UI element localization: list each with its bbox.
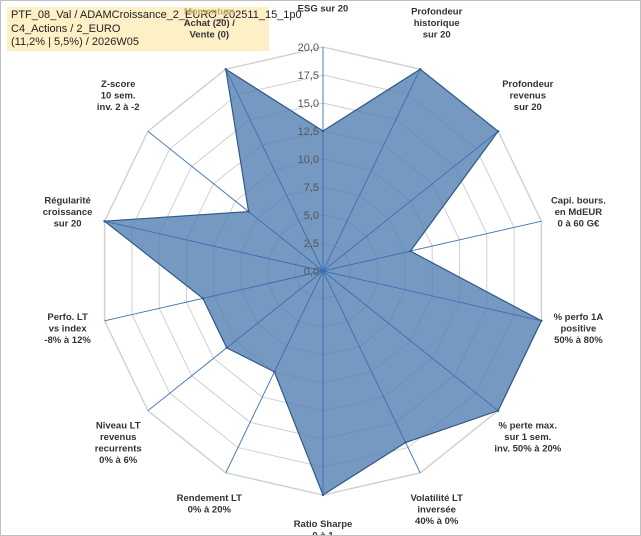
data-point-2 xyxy=(419,68,422,71)
axis-spoke-5 xyxy=(322,270,542,322)
data-point-8 xyxy=(321,493,325,497)
axis-label-line: % perte max. xyxy=(498,420,557,431)
tick-label: 5,0 xyxy=(304,210,319,222)
axis-label-line: Profondeur xyxy=(411,6,462,17)
axis-label-line: sur 20 xyxy=(423,29,451,40)
axis-label-line: croissance xyxy=(43,207,93,218)
axis-label-line: 0 à 60 G€ xyxy=(558,218,600,229)
axis-label-line: Z-score xyxy=(101,79,135,90)
axis-label-line: Profondeur xyxy=(502,79,553,90)
axis-label-line: -8% à 12% xyxy=(44,335,91,346)
tick-label: 2,5 xyxy=(304,238,319,250)
axis-label-line: revenus xyxy=(100,432,136,443)
axis-spoke-10 xyxy=(147,270,324,412)
axis-spoke-7 xyxy=(322,270,421,473)
tick-label: 12,5 xyxy=(298,126,319,138)
axis-label-line: 0% à 6% xyxy=(99,455,138,466)
tick-label: 10,0 xyxy=(298,154,319,166)
data-point-5 xyxy=(540,319,543,322)
axis-label-line: 0 à 1 xyxy=(312,531,334,536)
axis-label-line: vs index xyxy=(49,324,88,335)
title-line-2: C4_Actions / 2_EURO xyxy=(11,22,121,35)
axis-label-line: 50% à 80% xyxy=(554,335,603,346)
axis-spoke-3 xyxy=(322,130,499,272)
axis-spoke-12 xyxy=(104,220,324,272)
axis-label-line: Ratio Sharpe xyxy=(294,519,353,530)
tick-label: 15,0 xyxy=(298,98,319,110)
axis-label-line: ESG sur 20 xyxy=(298,4,349,15)
axis-label-line: Note xyxy=(312,1,333,3)
data-point-9 xyxy=(273,370,276,374)
axis-label-line: 40% à 0% xyxy=(415,516,459,527)
axis-label-line: sur 20 xyxy=(54,218,82,229)
axis-label-line: 10 sem. xyxy=(101,91,136,102)
axis-label-line: Momentum xyxy=(184,6,235,17)
data-point-7 xyxy=(404,441,407,444)
data-point-6 xyxy=(496,409,500,412)
axis-label-line: Volatilité LT xyxy=(410,493,463,504)
axis-spoke-4 xyxy=(322,220,542,272)
tick-label: 0,0 xyxy=(304,266,319,278)
axis-label-line: Niveau LT xyxy=(96,420,141,431)
axis-label-line: Capi. bours. xyxy=(551,195,606,206)
axis-label-6: % perte max.sur 1 sem.inv. 50% à 20% xyxy=(494,420,561,454)
data-point-4 xyxy=(409,249,412,253)
axis-label-line: Régularité xyxy=(44,195,90,206)
axis-label-line: % perfo 1A xyxy=(554,312,604,323)
axis-label-line: inversée xyxy=(417,505,456,516)
data-point-14 xyxy=(224,68,227,71)
axis-spoke-13 xyxy=(147,130,324,272)
data-point-1 xyxy=(321,129,325,133)
axis-label-line: positive xyxy=(560,324,596,335)
axis-label-line: recurrents xyxy=(95,443,142,454)
data-point-10 xyxy=(225,346,228,349)
title-line-3: (11,2% | 5,5%) / 2026W05 xyxy=(11,36,139,48)
axis-label-line: inv. 50% à 20% xyxy=(494,443,561,454)
tick-label: 20,0 xyxy=(298,42,319,54)
axis-label-line: sur 1 sem. xyxy=(504,432,551,443)
axis-label-9: Rendement LT0% à 20% xyxy=(177,493,242,515)
axis-label-line: historique xyxy=(414,18,460,29)
data-point-3 xyxy=(496,130,500,133)
axis-label-line: Achat (20) / xyxy=(184,18,236,29)
data-point-13 xyxy=(247,210,250,213)
title-line-1: PTF_08_Val / ADAMCroissance_2_EURO_20251… xyxy=(11,9,302,21)
axis-label-line: inv. 2 à -2 xyxy=(97,102,140,113)
axis-label-1: NoteESG sur 20 xyxy=(298,1,349,15)
axis-label-line: Rendement LT xyxy=(177,493,242,504)
axis-label-line: Vente (0) xyxy=(189,29,229,40)
tick-label: 7,5 xyxy=(304,182,319,194)
chart-title-box: PTF_08_Val / ADAMCroissance_2_EURO_20251… xyxy=(7,7,302,51)
axis-label-line: 0% à 20% xyxy=(188,505,232,516)
data-point-11 xyxy=(201,297,205,300)
axis-spoke-2 xyxy=(322,69,421,272)
axis-label-line: en MdEUR xyxy=(555,207,603,218)
axis-label-line: revenus xyxy=(510,91,546,102)
data-point-12 xyxy=(103,220,106,223)
axis-label-line: Perfo. LT xyxy=(47,312,88,323)
axis-spoke-11 xyxy=(104,270,324,322)
axis-label-line: sur 20 xyxy=(514,102,542,113)
axis-spoke-14 xyxy=(225,69,324,272)
tick-label: 17,5 xyxy=(298,70,319,82)
axis-spoke-6 xyxy=(322,270,499,412)
axis-label-8: Ratio Sharpe0 à 1 xyxy=(294,519,353,535)
